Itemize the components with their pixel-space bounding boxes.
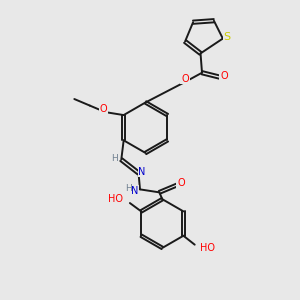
Text: HO: HO (108, 194, 123, 205)
Text: O: O (177, 178, 185, 188)
Text: O: O (181, 74, 189, 84)
Text: O: O (220, 71, 228, 81)
Text: H: H (125, 184, 131, 193)
Text: O: O (100, 103, 108, 113)
Text: N: N (138, 167, 146, 176)
Text: N: N (131, 186, 138, 196)
Text: H: H (111, 154, 118, 163)
Text: HO: HO (200, 243, 215, 253)
Text: S: S (224, 32, 230, 42)
